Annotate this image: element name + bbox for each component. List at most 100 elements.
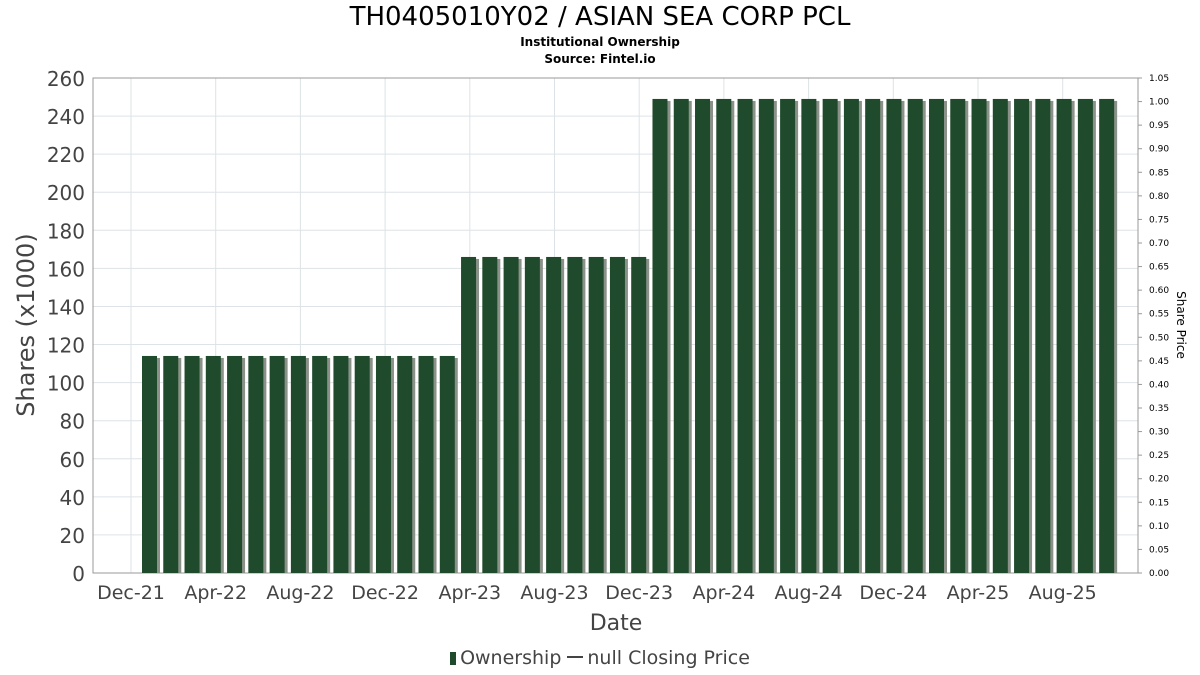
ownership-bar (227, 355, 243, 573)
y-tick-label: 260 (47, 67, 85, 91)
ownership-bar (950, 98, 966, 573)
y-tick-label: 60 (60, 448, 85, 472)
x-tick-label: Dec-21 (97, 582, 165, 604)
y2-tick-label: 0.90 (1149, 145, 1169, 155)
y-tick-label: 160 (47, 257, 85, 281)
x-tick-label: Apr-23 (438, 582, 501, 604)
x-tick-label: Aug-24 (775, 582, 843, 604)
y-tick-label: 120 (47, 334, 85, 358)
ownership-bar (843, 98, 859, 573)
ownership-bar (1056, 98, 1072, 573)
ownership-bar (652, 98, 668, 573)
chart-source: Source: Fintel.io (544, 52, 656, 66)
y2-tick-label: 1.05 (1149, 74, 1169, 84)
x-axis-ticks: Dec-21 Apr-22 Aug-22 Dec-22 Apr-23 Aug-23 Dec-… (97, 582, 1097, 604)
y2-tick-label: 0.65 (1149, 263, 1169, 273)
ownership-bar (801, 98, 817, 573)
y2-axis-ticks: 0.00 0.05 0.10 0.15 0.20 0.25 0.30 0.35 0.40 0.45… (1138, 74, 1169, 579)
y-tick-label: 20 (60, 524, 85, 548)
y2-tick-label: 1.00 (1149, 98, 1169, 108)
ownership-bar (567, 256, 583, 573)
ownership-bar (1077, 98, 1093, 573)
ownership-bar (737, 98, 753, 573)
ownership-bar (375, 355, 391, 573)
y2-tick-label: 0.30 (1149, 428, 1169, 438)
ownership-legend-label: Ownership (460, 647, 562, 669)
ownership-bar (354, 355, 370, 573)
ownership-bar (142, 355, 157, 573)
ownership-bar (248, 355, 264, 573)
y-tick-label: 220 (47, 143, 85, 167)
ownership-bar (163, 355, 179, 573)
ownership-bar (780, 98, 796, 573)
ownership-bar (524, 256, 540, 573)
y-tick-label: 80 (60, 410, 85, 434)
y2-axis-label: Share Price (1174, 291, 1188, 359)
y2-tick-label: 0.80 (1149, 192, 1169, 202)
ownership-bar (1014, 98, 1030, 573)
x-axis-label: Date (590, 611, 643, 636)
ownership-bar (588, 256, 604, 573)
y2-tick-label: 0.15 (1149, 498, 1169, 508)
x-tick-label: Dec-24 (859, 582, 927, 604)
y-tick-label: 140 (47, 295, 85, 319)
y2-tick-label: 0.55 (1149, 310, 1169, 320)
ownership-bar (397, 355, 413, 573)
ownership-bar (758, 98, 774, 573)
y2-tick-label: 0.40 (1149, 380, 1169, 390)
chart-subtitle: Institutional Ownership (520, 35, 680, 49)
ownership-chart: 0 20 40 60 80 100 120 140 160 180 200 220 240 260 0.0… (12, 67, 1188, 636)
ownership-bar (992, 98, 1008, 573)
ownership-bar (716, 98, 732, 573)
ownership-bar (503, 256, 519, 573)
y2-tick-label: 0.20 (1149, 475, 1169, 485)
ownership-bar (439, 355, 455, 573)
price-legend-label: null Closing Price (587, 647, 750, 669)
y2-tick-label: 0.75 (1149, 215, 1169, 225)
x-tick-label: Aug-25 (1029, 582, 1097, 604)
ownership-bar (886, 98, 902, 573)
x-tick-label: Dec-22 (351, 582, 419, 604)
ownership-bar (269, 355, 285, 573)
y2-tick-label: 0.05 (1149, 545, 1169, 555)
y-tick-label: 40 (60, 486, 85, 510)
y-tick-label: 180 (47, 219, 85, 243)
ownership-bar (609, 256, 625, 573)
ownership-bar (333, 355, 349, 573)
y-tick-label: 100 (47, 372, 85, 396)
y-tick-label: 240 (47, 105, 85, 129)
ownership-bar (673, 98, 689, 573)
x-tick-label: Apr-22 (184, 582, 247, 604)
legend: Ownership null Closing Price (0, 647, 1200, 669)
y2-tick-label: 0.50 (1149, 333, 1169, 343)
x-tick-label: Dec-23 (605, 582, 673, 604)
ownership-bar (865, 98, 881, 573)
x-tick-label: Apr-24 (693, 582, 756, 604)
y2-tick-label: 0.45 (1149, 357, 1169, 367)
ownership-bar (482, 256, 498, 573)
ownership-bar (418, 355, 434, 573)
price-legend-line (567, 656, 584, 658)
ownership-bar (907, 98, 923, 573)
ownership-bar (312, 355, 328, 573)
x-tick-label: Aug-23 (520, 582, 588, 604)
y-axis-label: Shares (x1000) (12, 233, 40, 416)
y2-tick-label: 0.95 (1149, 121, 1169, 131)
ownership-bar (184, 355, 200, 573)
y2-tick-label: 0.35 (1149, 404, 1169, 414)
y-tick-label: 0 (72, 562, 85, 586)
ownership-bar (822, 98, 838, 573)
y2-tick-label: 0.60 (1149, 286, 1169, 296)
y-axis-ticks: 0 20 40 60 80 100 120 140 160 180 200 220 240 260 (47, 67, 85, 586)
y2-tick-label: 0.25 (1149, 451, 1169, 461)
y2-tick-label: 0.85 (1149, 168, 1169, 178)
ownership-bar (695, 98, 711, 573)
y-tick-label: 200 (47, 181, 85, 205)
ownership-legend-swatch (450, 652, 457, 665)
ownership-bar (546, 256, 562, 573)
x-tick-label: Aug-22 (266, 582, 334, 604)
y2-tick-label: 0.00 (1149, 569, 1169, 579)
ownership-bar (1099, 98, 1115, 573)
ownership-bar (205, 355, 221, 573)
y2-tick-label: 0.10 (1149, 522, 1169, 532)
